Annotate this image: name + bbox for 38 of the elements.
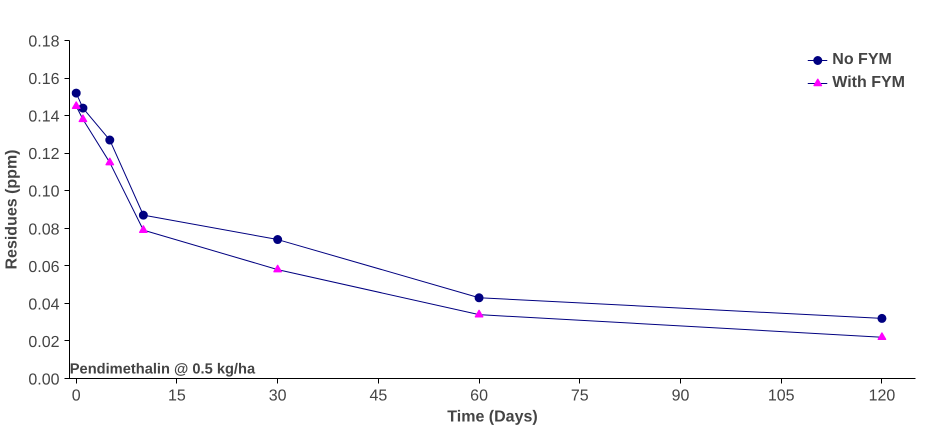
point (273, 264, 282, 272)
point (474, 310, 484, 318)
x-tick-label: 60 (470, 388, 488, 404)
y-tick-label: 0.10 (28, 184, 60, 201)
x-tick-label: 120 (868, 388, 896, 404)
x-tick-label: 90 (672, 388, 690, 404)
x-tick-label: 45 (369, 388, 388, 404)
point (138, 210, 148, 220)
legend-label: With FYM (832, 74, 905, 92)
x-axis-title: Time (Days) (447, 408, 538, 426)
x-tick-label: 75 (570, 388, 589, 404)
y-tick-label: 0.06 (28, 258, 60, 276)
y-tick-label: 0.00 (28, 372, 60, 388)
point (877, 332, 886, 340)
y-tick-label: 0.12 (28, 146, 60, 164)
y-tick-label: 0.14 (28, 108, 60, 126)
y-tick-label: 0.04 (28, 296, 60, 314)
y-axis-title: Residues (ppm) (3, 149, 20, 270)
point (105, 157, 114, 166)
point (138, 225, 148, 233)
x-tick-label: 15 (168, 388, 186, 404)
point (474, 293, 484, 302)
x-tick-label: 0 (72, 388, 81, 404)
point (105, 136, 114, 145)
y-tick-label: 0.18 (28, 34, 60, 50)
point (273, 235, 282, 244)
x-tick-label: 30 (268, 388, 287, 404)
x-tick-label: 105 (768, 388, 795, 404)
point (877, 314, 886, 323)
legend-label: No FYM (832, 51, 892, 69)
point (72, 88, 81, 98)
y-tick-label: 0.08 (28, 221, 60, 238)
text: Pendimethalin @ 0.5 kg/ha (70, 362, 256, 378)
point (72, 101, 81, 110)
point (78, 114, 88, 122)
y-tick-label: 0.16 (28, 71, 60, 88)
y-tick-label: 0.02 (28, 334, 60, 351)
point (78, 104, 88, 113)
